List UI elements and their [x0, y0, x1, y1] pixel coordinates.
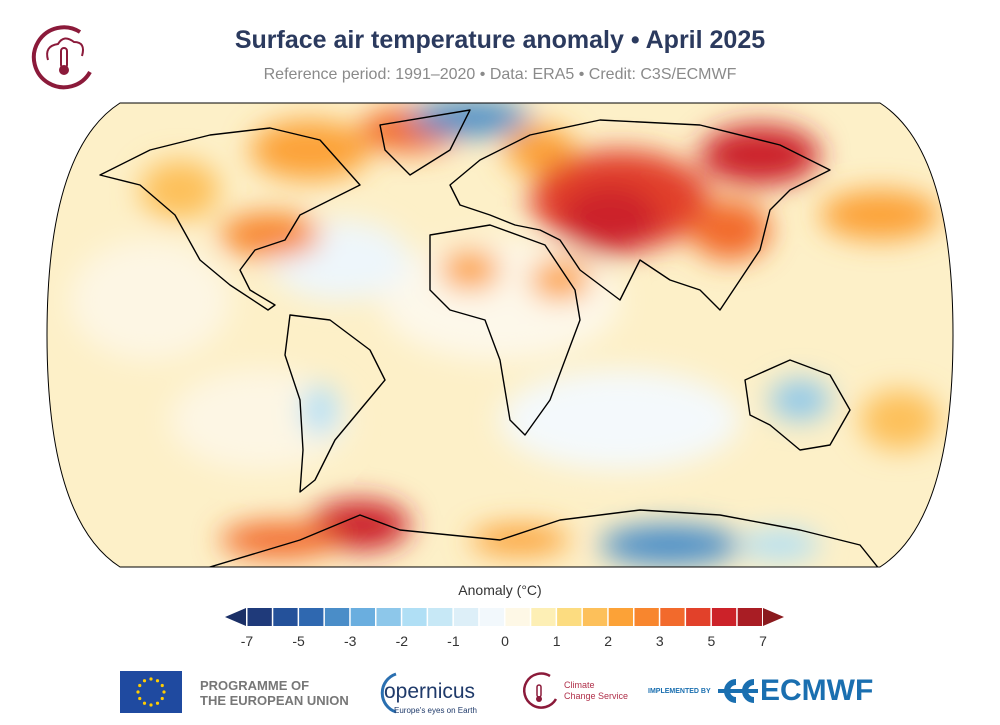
- eu-star: [142, 679, 147, 683]
- colorbar-tick-label: 3: [655, 633, 664, 649]
- colorbar-bin: [531, 608, 556, 626]
- colorbar-bin: [557, 608, 582, 626]
- africa: [429, 224, 581, 436]
- eu-star: [160, 683, 164, 688]
- colorbar-tick-label: 1: [552, 633, 561, 649]
- colorbar-bin: [479, 608, 504, 626]
- antarctica: [199, 509, 881, 567]
- colorbar-bin: [737, 608, 762, 626]
- eu-line1: PROGRAMME OF: [200, 678, 310, 693]
- c3s-line1: Climate: [564, 680, 595, 690]
- north-america: [99, 127, 361, 311]
- eu-star: [142, 701, 147, 705]
- c3s-logo-icon: [523, 672, 558, 709]
- eu-star: [155, 679, 160, 683]
- copernicus-tagline: Europe's eyes on Earth: [394, 706, 477, 715]
- eu-star: [149, 703, 153, 707]
- c3s-thermometer-logo: [31, 25, 92, 90]
- eu-star: [138, 696, 142, 701]
- colorbar-tick-label: 7: [759, 633, 767, 649]
- ecmwf-logo-text: ECMWF: [760, 674, 874, 707]
- eu-star: [162, 690, 166, 694]
- ecmwf-logo-icon: [718, 679, 758, 703]
- colorbar-over-arrow: [763, 608, 784, 626]
- colorbar-tick-label: 2: [604, 633, 613, 649]
- implemented-by-text: IMPLEMENTED BY: [648, 688, 711, 695]
- colorbar-bin: [376, 608, 401, 626]
- australia: [744, 359, 851, 451]
- colorbar-tick-label: -7: [240, 633, 254, 649]
- copernicus-wordmark: opernicus: [384, 680, 476, 703]
- c3s-logo-text: Climate Change Service: [564, 680, 628, 702]
- eu-star: [136, 690, 140, 694]
- eu-star: [155, 701, 160, 705]
- colorbar-bin: [634, 608, 659, 626]
- colorbar-bin: [299, 608, 324, 626]
- colorbar-bin: [350, 608, 375, 626]
- colorbar-bin: [402, 608, 427, 626]
- anomaly-map: [46, 102, 954, 568]
- colorbar-tick-label: -1: [447, 633, 460, 649]
- greenland: [379, 109, 471, 176]
- colorbar-tick-label: 0: [501, 633, 509, 649]
- colorbar-bin: [582, 608, 608, 626]
- colorbar: [225, 608, 784, 626]
- colorbar-tick-label: -2: [395, 633, 409, 649]
- colorbar-bin: [273, 608, 298, 626]
- colorbar-bin: [247, 608, 272, 626]
- eu-star: [138, 683, 142, 688]
- eu-star: [160, 696, 164, 701]
- coastlines: [99, 109, 881, 567]
- page-subtitle: Reference period: 1991–2020 • Data: ERA5…: [263, 66, 737, 83]
- eu-flag: [120, 671, 182, 713]
- colorbar-under-arrow: [225, 608, 246, 626]
- anomaly-field: [70, 103, 940, 565]
- eu-line2: THE EUROPEAN UNION: [200, 693, 349, 708]
- colorbar-bin: [711, 608, 737, 626]
- page-title: Surface air temperature anomaly • April …: [234, 26, 766, 54]
- colorbar-tick-label: -5: [292, 633, 305, 649]
- colorbar-tick-label: -3: [343, 633, 357, 649]
- south-america: [284, 314, 386, 493]
- eu-star: [149, 677, 153, 681]
- copernicus-c-icon: [380, 672, 397, 714]
- colorbar-bin: [608, 608, 633, 626]
- colorbar-bin: [428, 608, 453, 626]
- colorbar-tick-label: 5: [707, 633, 716, 649]
- colorbar-title: Anomaly (°C): [458, 582, 542, 598]
- colorbar-bin: [660, 608, 685, 626]
- colorbar-bin: [686, 608, 711, 626]
- c3s-line2: Change Service: [564, 691, 629, 701]
- colorbar-bin: [505, 608, 530, 626]
- colorbar-bin: [324, 608, 350, 626]
- eu-programme-text: PROGRAMME OF THE EUROPEAN UNION: [200, 678, 349, 708]
- eurasia: [449, 119, 831, 311]
- colorbar-bin: [453, 608, 479, 626]
- map-border: [46, 102, 954, 568]
